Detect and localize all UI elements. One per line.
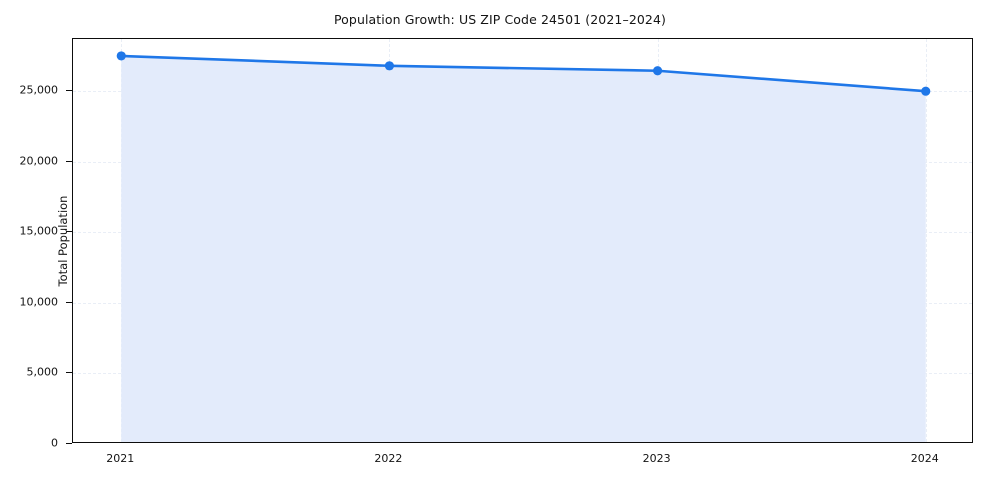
data-point-marker [921,86,931,96]
y-axis-tick-label: 10,000 [19,295,59,309]
x-axis-tick-label: 2021 [106,452,135,465]
y-axis-tick-mark [66,160,72,162]
y-axis-tick-mark [66,301,72,303]
y-axis-tick-label: 0 [51,436,58,450]
x-axis-tick-label: 2022 [374,452,403,465]
area-fill [121,55,926,442]
y-axis-tick-mark [66,90,72,92]
y-axis-tick-label: 25,000 [19,83,59,97]
data-point-marker [384,61,395,71]
x-axis-tick-label: 2024 [910,452,939,465]
y-axis-label: Total Population [56,195,70,286]
y-axis-tick-mark [66,443,72,444]
x-axis-tick-label: 2023 [642,452,671,465]
data-point-markers [116,51,931,96]
plot-area [72,38,973,443]
y-axis-tick-label: 20,000 [19,154,59,168]
population-line [119,54,928,93]
y-axis-tick-label: 5,000 [26,365,59,379]
y-axis-tick-label: 15,000 [19,224,59,238]
gridline-vertical [925,39,927,442]
y-axis-tick-mark [66,372,72,374]
chart-title: Population Growth: US ZIP Code 24501 (20… [333,12,667,27]
y-axis-tick-mark [66,231,72,233]
series-layer [116,51,931,442]
data-point-marker [116,51,126,61]
data-point-marker [652,66,663,76]
